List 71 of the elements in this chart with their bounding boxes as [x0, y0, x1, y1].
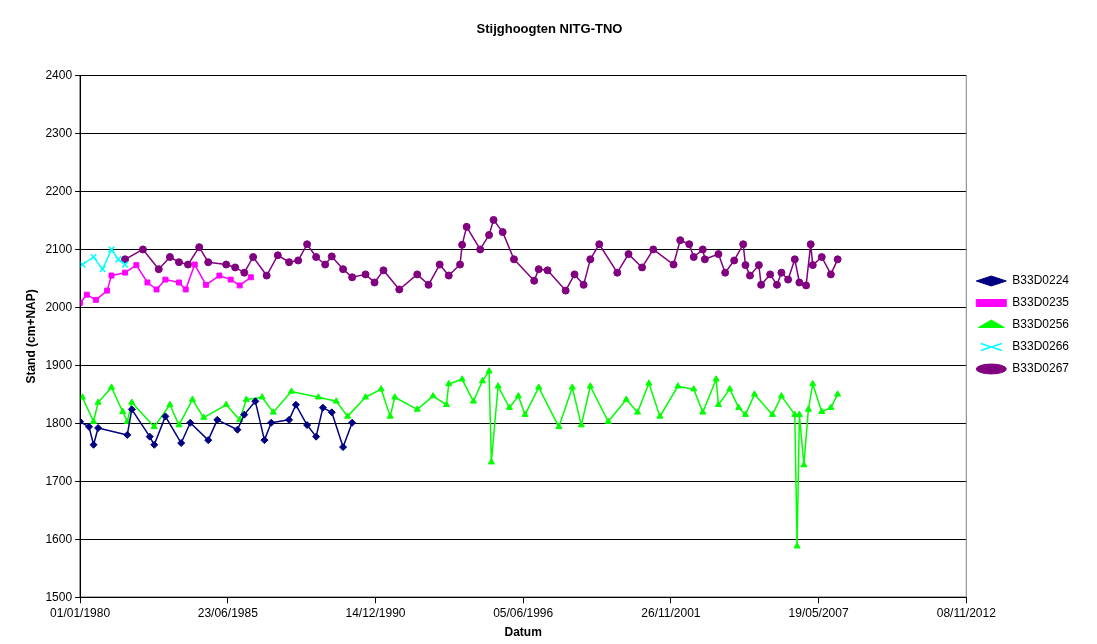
point	[191, 261, 198, 268]
point	[89, 253, 98, 261]
x-tick-label: 14/12/1990	[345, 605, 406, 620]
point	[204, 436, 213, 445]
point	[144, 279, 151, 286]
point	[303, 421, 312, 430]
y-tick-label: 2300	[45, 125, 73, 140]
y-tick-label: 1800	[45, 415, 73, 430]
point	[122, 269, 129, 276]
point	[123, 430, 132, 439]
point	[291, 400, 300, 409]
x-tick-label: 08/11/2012	[936, 605, 997, 620]
point	[260, 436, 269, 445]
point	[327, 408, 336, 417]
point	[186, 418, 195, 427]
y-tick-label: 2400	[45, 67, 73, 82]
point	[203, 281, 209, 288]
legend-label: B33D0266	[1012, 339, 1070, 354]
point	[339, 443, 348, 452]
point	[312, 432, 321, 441]
y-tick-label: 1700	[45, 473, 73, 488]
point	[318, 403, 327, 412]
y-tick-label: 1500	[45, 589, 73, 604]
point	[92, 296, 99, 303]
point	[216, 272, 223, 279]
point	[251, 397, 260, 406]
x-tick-label: 05/06/1996	[493, 605, 554, 620]
legend-label: B33D0235	[1012, 295, 1070, 310]
point	[162, 276, 169, 283]
point	[85, 422, 94, 431]
point	[133, 262, 140, 269]
legend-label: B33D0267	[1012, 361, 1070, 376]
point	[182, 286, 189, 293]
point	[107, 245, 116, 254]
x-tick-label: 26/11/2001	[641, 605, 701, 620]
x-tick-label: 01/01/1980	[50, 605, 111, 620]
y-tick-label: 2200	[45, 183, 73, 198]
legend-label: B33D0256	[1012, 317, 1070, 332]
point	[83, 291, 90, 298]
point	[267, 418, 276, 427]
point	[153, 286, 160, 293]
point	[94, 423, 103, 432]
point	[233, 425, 242, 434]
point	[285, 415, 294, 424]
point	[150, 440, 159, 449]
y-tick-label: 2100	[45, 241, 73, 256]
y-tick-label: 2000	[45, 299, 73, 314]
legend-label: B33D0224	[1012, 273, 1070, 288]
point	[127, 405, 136, 414]
point	[176, 279, 182, 286]
point	[104, 287, 111, 294]
point	[348, 418, 357, 427]
point	[240, 410, 249, 419]
point	[114, 255, 122, 263]
x-axis-title: Datum	[504, 625, 542, 640]
x-tick-label: 23/06/1985	[197, 605, 259, 620]
chart-title: Stijghoogten NITG-TNO	[476, 21, 623, 37]
point	[247, 274, 254, 281]
x-tick-label: 19/05/2007	[788, 605, 849, 620]
point	[145, 432, 154, 441]
point	[213, 415, 222, 424]
point	[227, 276, 234, 283]
point	[108, 272, 115, 279]
point	[236, 282, 243, 289]
point	[121, 260, 129, 269]
point	[161, 412, 170, 421]
y-tick-label: 1600	[45, 531, 73, 546]
point	[177, 439, 186, 448]
y-tick-label: 1900	[45, 357, 73, 372]
y-axis-title: Stand (cm+NAP)	[23, 289, 38, 384]
point	[89, 440, 98, 449]
